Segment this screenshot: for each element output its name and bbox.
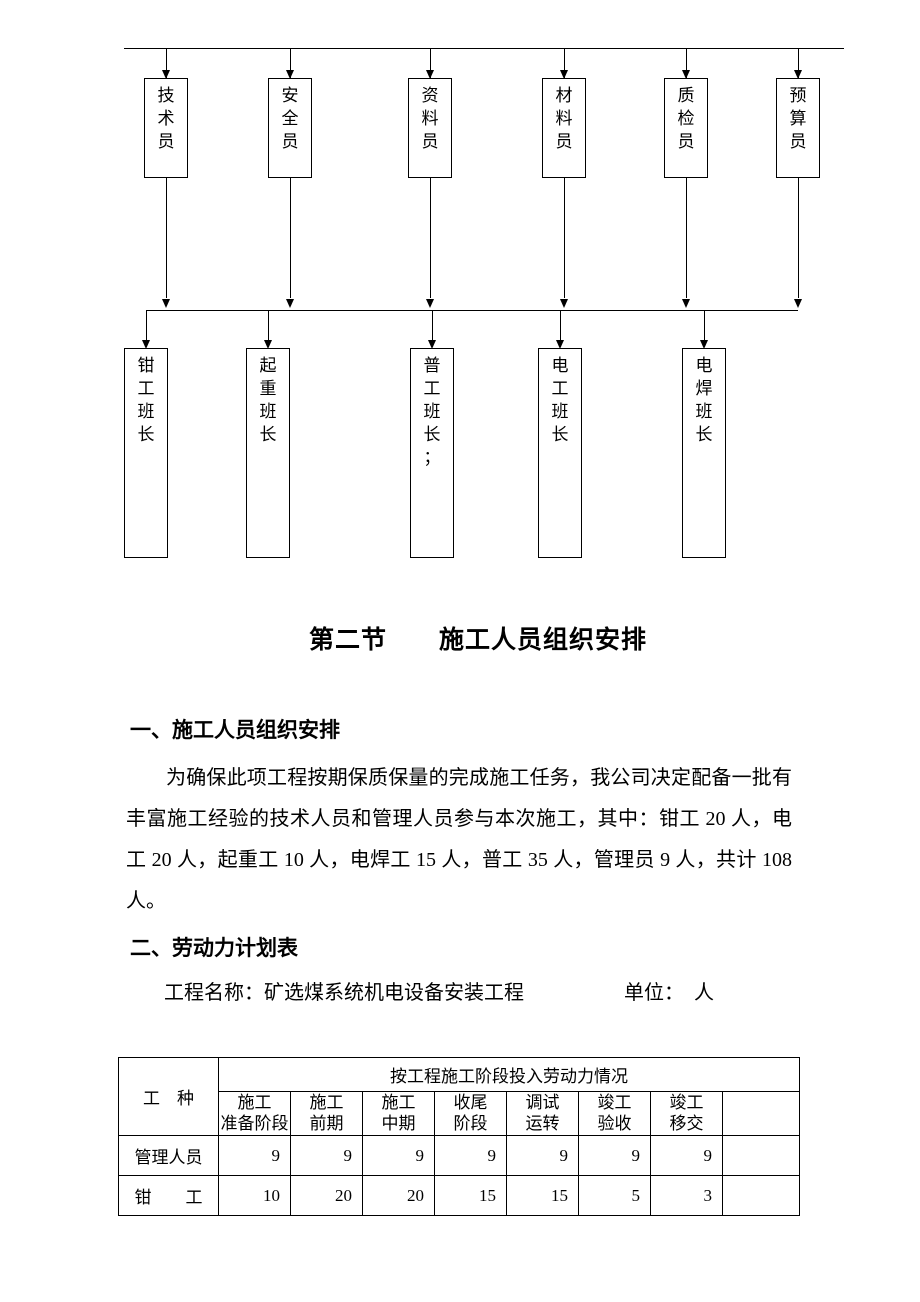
table-cell-value: 9: [363, 1136, 435, 1176]
table-cell-value: 10: [219, 1176, 291, 1216]
arrow-down-icon: [794, 299, 802, 308]
arrow-down-icon: [560, 299, 568, 308]
arrow-down-icon: [162, 299, 170, 308]
flowchart-edge: [166, 178, 167, 298]
flowchart-node: 质检员: [664, 78, 708, 178]
table-header-phase: 施工准备阶段: [219, 1092, 291, 1136]
flowchart-node: 起重班长: [246, 348, 290, 558]
table-cell-blank: [723, 1176, 800, 1216]
table-cell-name: 管理人员: [119, 1136, 219, 1176]
table-cell-value: 9: [219, 1136, 291, 1176]
project-meta-line: 工程名称：矿选煤系统机电设备安装工程 单位： 人: [126, 976, 792, 1005]
arrow-down-icon: [286, 299, 294, 308]
flowchart-node: 资料员: [408, 78, 452, 178]
flowchart-node: 普工班长；: [410, 348, 454, 558]
table-cell-value: 9: [435, 1136, 507, 1176]
flowchart-edge: [290, 178, 291, 298]
table-cell-value: 15: [507, 1176, 579, 1216]
table-cell-value: 3: [651, 1176, 723, 1216]
table-row: 管理人员9999999: [119, 1136, 800, 1176]
flowchart-node: 安全员: [268, 78, 312, 178]
flowchart-edge: [146, 310, 798, 311]
paragraph-1: 为确保此项工程按期保质保量的完成施工任务，我公司决定配备一批有丰富施工经验的技术…: [126, 758, 792, 922]
subsection-2-title: 二、劳动力计划表: [126, 932, 792, 962]
flowchart-edge: [798, 178, 799, 298]
subsection-1-title: 一、施工人员组织安排: [126, 714, 792, 744]
table-header-phase: 施工中期: [363, 1092, 435, 1136]
table-cell-value: 9: [291, 1136, 363, 1176]
table-header-group: 按工程施工阶段投入劳动力情况: [219, 1058, 800, 1092]
table-header-phase: 收尾阶段: [435, 1092, 507, 1136]
flowchart-node: 钳工班长: [124, 348, 168, 558]
section-title: 第二节 施工人员组织安排: [164, 620, 792, 656]
arrow-down-icon: [426, 299, 434, 308]
table-cell-value: 9: [579, 1136, 651, 1176]
table-cell-value: 20: [363, 1176, 435, 1216]
table-header-blank: [723, 1092, 800, 1136]
table-cell-value: 20: [291, 1176, 363, 1216]
flowchart-node: 电焊班长: [682, 348, 726, 558]
table-cell-value: 9: [507, 1136, 579, 1176]
table-cell-name: 钳 工: [119, 1176, 219, 1216]
table-header-phase: 竣工移交: [651, 1092, 723, 1136]
document-body: 第二节 施工人员组织安排 一、施工人员组织安排 为确保此项工程按期保质保量的完成…: [126, 620, 792, 1015]
flowchart-edge: [686, 178, 687, 298]
flowchart-edge: [564, 178, 565, 298]
org-flowchart: 技术员 安全员 资料员 材料员 质检员 预算员钳工班长 起重班长 普工班长； 电工班长 电焊班长: [124, 48, 844, 588]
table-cell-value: 5: [579, 1176, 651, 1216]
flowchart-node: 电工班长: [538, 348, 582, 558]
table-header-phase: 竣工验收: [579, 1092, 651, 1136]
table-cell-value: 9: [651, 1136, 723, 1176]
flowchart-node: 技术员: [144, 78, 188, 178]
table-header-phase: 施工前期: [291, 1092, 363, 1136]
flowchart-node: 材料员: [542, 78, 586, 178]
table-header-phase: 调试运转: [507, 1092, 579, 1136]
labor-table: 工 种按工程施工阶段投入劳动力情况施工准备阶段施工前期施工中期收尾阶段调试运转竣…: [118, 1057, 800, 1216]
flowchart-node: 预算员: [776, 78, 820, 178]
arrow-down-icon: [682, 299, 690, 308]
table-header-worktype: 工 种: [119, 1058, 219, 1136]
table-row: 钳 工102020151553: [119, 1176, 800, 1216]
table-cell-blank: [723, 1136, 800, 1176]
flowchart-edge: [430, 178, 431, 298]
table-cell-value: 15: [435, 1176, 507, 1216]
